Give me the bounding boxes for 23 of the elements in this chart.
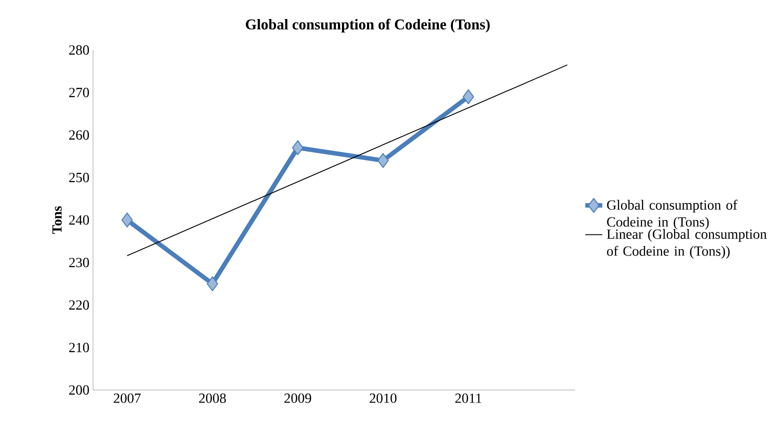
point: [121, 212, 133, 228]
legend-label: Global consumption of Codeine in (Tons): [607, 200, 738, 230]
y-tick-label: 210: [69, 342, 89, 352]
x-tick-label: 2008: [199, 394, 226, 403]
y-tick-label: 260: [69, 130, 89, 140]
point: [292, 140, 304, 156]
x-tick-label: 2010: [370, 394, 396, 403]
y-tick-label: 270: [69, 88, 89, 98]
chart-title: Global consumption of Codeine (Tons): [246, 18, 490, 33]
point: [462, 89, 474, 104]
point: [377, 153, 389, 168]
y-axis-title: Tons: [52, 206, 62, 234]
y-tick-label: 230: [69, 258, 89, 268]
x-tick-label: 2007: [114, 394, 141, 403]
y-tick-label: 220: [69, 300, 89, 310]
y-tick-label: 280: [69, 45, 89, 55]
y-tick-label: 240: [69, 215, 89, 225]
x-tick-label: 2011: [455, 394, 482, 403]
x-tick-label: 2009: [284, 394, 312, 403]
y-tick-label: 250: [69, 172, 89, 182]
point: [206, 276, 218, 292]
legend-label: Linear (Global consumption of Codeine in (Tons)): [606, 229, 767, 259]
y-tick-label: 200: [69, 385, 89, 395]
